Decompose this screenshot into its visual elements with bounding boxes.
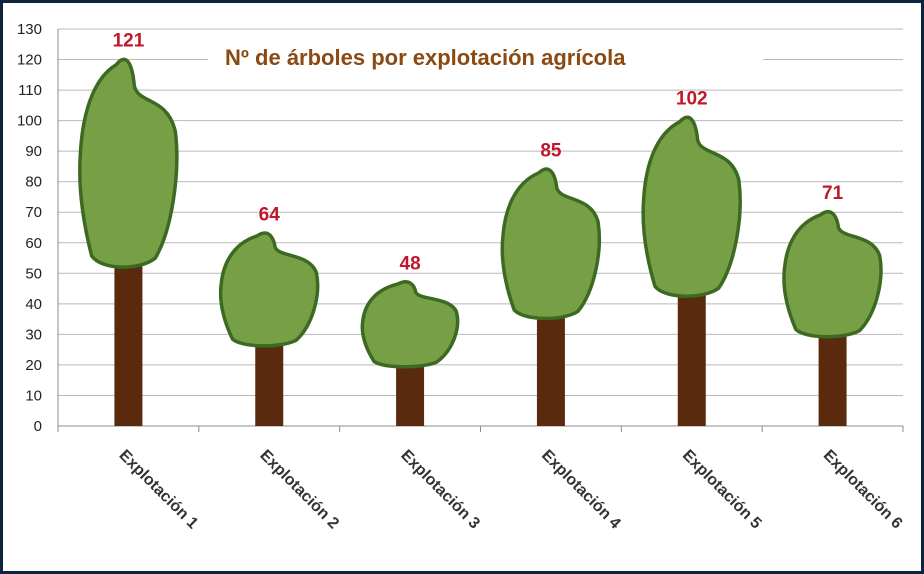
data-label: 121 [113,30,145,51]
tree-bar: 121 [78,30,179,426]
tree-bar: 48 [360,253,460,426]
chart-frame: 0 10 20 30 40 50 60 70 80 90 100 110 120 130 Nº de ár… [3,3,921,571]
tree-bars: 121 64 48 85 102 71 [78,30,883,426]
tree-bar-chart: 0 10 20 30 40 50 60 70 80 90 100 110 120 130 Nº de ár… [17,21,906,533]
x-tick-label: Explotación 3 [397,447,483,533]
tree-bar: 102 [641,89,742,426]
y-tick-label: 130 [17,21,42,38]
y-tick-label: 70 [25,204,42,221]
x-tick-label: Explotación 2 [256,447,342,533]
x-tick-label: Explotación 6 [820,447,906,533]
x-tick-label: Explotación 4 [538,447,624,533]
y-tick-label: 90 [25,143,42,160]
tree-crown [782,210,883,339]
y-tick-label: 110 [18,82,42,99]
y-tick-label: 10 [25,387,42,404]
data-label: 102 [676,89,708,110]
tree-crown [500,167,602,321]
y-tick-label: 20 [25,357,42,374]
y-tick-label: 50 [25,265,42,282]
tree-trunk [677,275,706,426]
tree-trunk [818,321,847,426]
data-label: 64 [259,205,281,226]
data-label: 48 [400,253,421,274]
y-tick-label: 0 [34,418,42,435]
y-tick-label: 60 [25,235,42,252]
x-axis-labels: Explotación 1 Explotación 2 Explotación 3 E… [116,447,906,533]
y-tick-label: 100 [17,113,42,130]
axes [57,29,904,432]
gridlines [58,28,903,396]
tree-crown [78,57,179,269]
tree-crown [641,115,742,298]
tree-crown [360,280,460,369]
tree-bar: 64 [218,205,320,426]
x-tick-label: Explotación 1 [116,447,202,533]
y-tick-label: 80 [25,174,42,191]
chart-title: Nº de árboles por explotación agrícola [225,45,626,70]
y-tick-label: 120 [17,52,42,69]
tree-bar: 71 [782,183,883,426]
y-tick-label: 30 [25,326,42,343]
tree-trunk [114,243,143,426]
tree-trunk [536,300,565,426]
data-label: 85 [540,140,562,161]
data-label: 71 [822,183,844,204]
tree-crown [218,231,320,348]
y-axis-ticks: 0 10 20 30 40 50 60 70 80 90 100 110 120 130 [17,21,42,435]
tree-trunk [255,332,284,426]
x-tick-label: Explotación 5 [679,447,765,533]
tree-bar: 85 [500,140,602,426]
y-tick-label: 40 [25,296,42,313]
title-background [208,33,763,83]
